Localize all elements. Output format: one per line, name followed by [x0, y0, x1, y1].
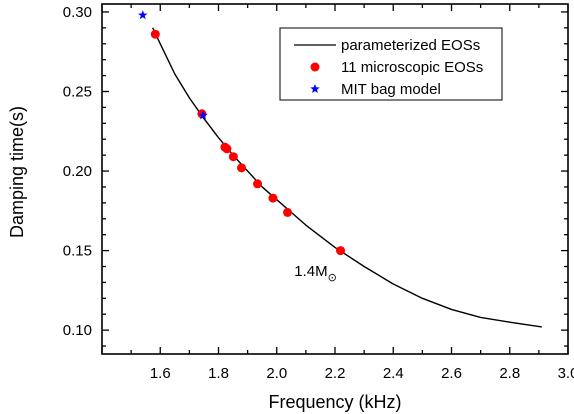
- mit-bag-model-point: [138, 10, 148, 20]
- x-tick-label: 2.2: [325, 365, 346, 382]
- y-tick-label: 0.25: [63, 84, 92, 101]
- x-tick-label: 2.6: [441, 365, 462, 382]
- y-tick-label: 0.10: [63, 322, 92, 339]
- axis-ticks: [101, 4, 569, 354]
- x-tick-label: 2.0: [266, 365, 287, 382]
- microscopic-eos-point: [150, 29, 160, 39]
- legend-star-swatch: [310, 84, 320, 94]
- y-tick-label: 0.15: [63, 243, 92, 260]
- x-tick-labels: 1.6 1.8 2.0 2.2 2.4 2.6 2.8 3.0: [150, 365, 574, 382]
- microscopic-eos-point: [228, 152, 238, 162]
- microscopic-eos-point: [222, 144, 232, 154]
- annotation: 1.4M ⊙: [294, 263, 337, 284]
- y-tick-label: 0.20: [63, 163, 92, 180]
- annotation-label: 1.4M: [294, 263, 327, 280]
- microscopic-eos-point: [283, 207, 293, 217]
- legend-entry-0: parameterized EOSs: [341, 37, 480, 54]
- x-tick-label: 1.8: [208, 365, 229, 382]
- microscopic-eos-point: [237, 163, 247, 173]
- y-axis-label: Damping time(s): [7, 106, 27, 238]
- microscopic-eos-point: [336, 246, 346, 256]
- x-tick-label: 2.4: [383, 365, 404, 382]
- mit-bag-model-point: [198, 110, 208, 120]
- y-tick-label: 0.30: [63, 4, 92, 21]
- legend-entry-2: MIT bag model: [341, 81, 441, 98]
- y-tick-labels: 0.10 0.15 0.20 0.25 0.30: [63, 4, 92, 339]
- x-tick-label: 2.8: [499, 365, 520, 382]
- annotation-subscript: ⊙: [328, 272, 337, 284]
- microscopic-eos-point: [253, 179, 263, 189]
- x-tick-label: 3.0: [558, 365, 574, 382]
- series-layer: [138, 10, 542, 328]
- x-axis-label: Frequency (kHz): [268, 392, 401, 412]
- legend: parameterized EOSs 11 microscopic EOSs M…: [279, 27, 503, 101]
- legend-entry-1: 11 microscopic EOSs: [341, 59, 483, 76]
- x-tick-label: 1.6: [150, 365, 171, 382]
- microscopic-eos-point: [268, 193, 278, 203]
- legend-circle-swatch: [310, 62, 320, 72]
